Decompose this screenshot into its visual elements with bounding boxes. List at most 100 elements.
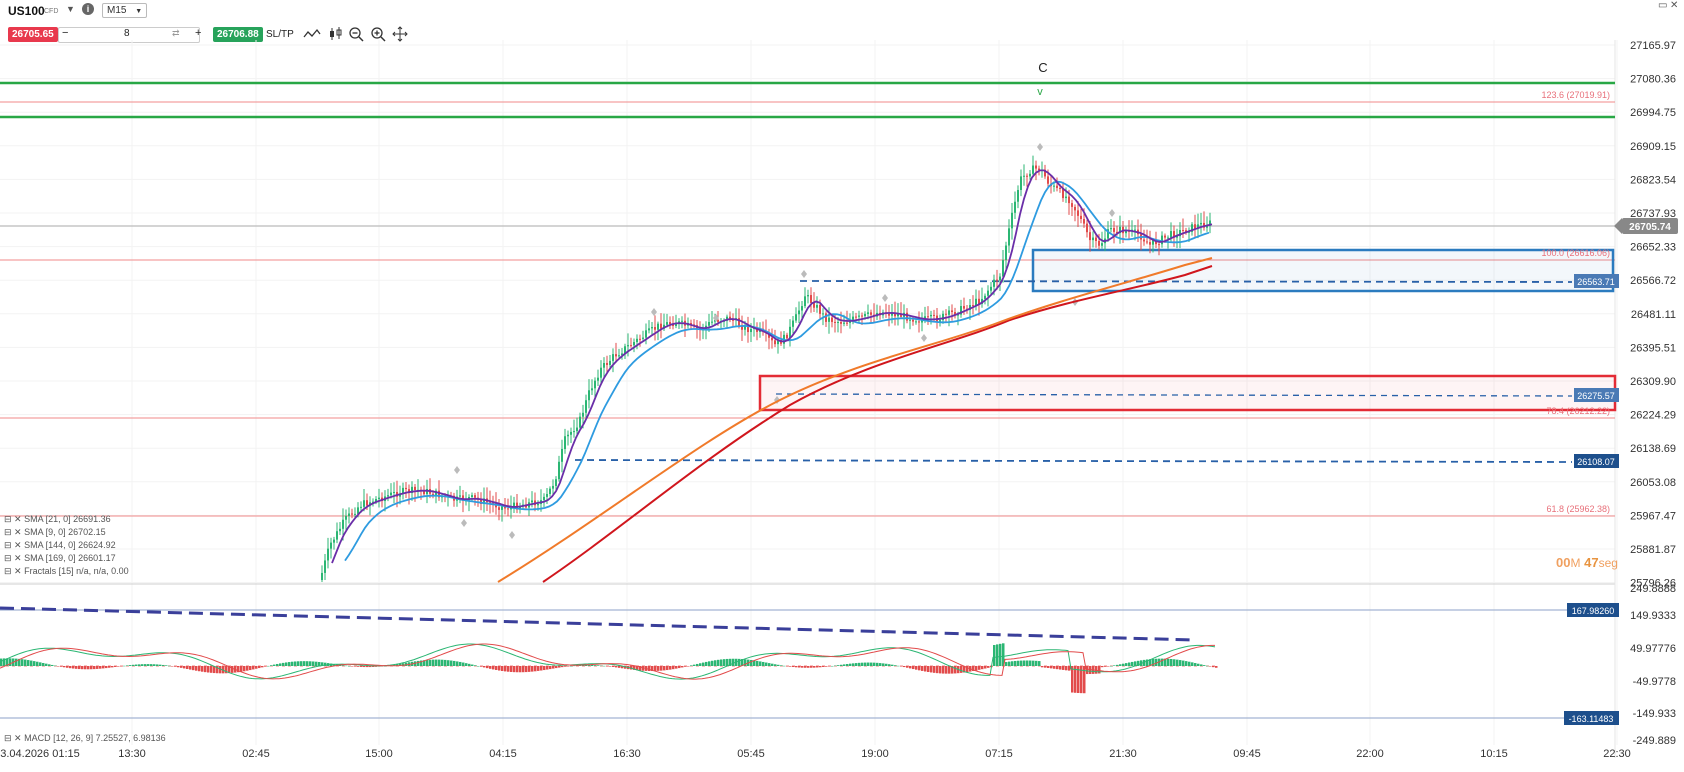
symbol-dropdown-icon[interactable]: ▼ — [66, 4, 75, 14]
indicator-sma144-label[interactable]: ⊟ ✕ SMA [144, 0] 26624.92 — [4, 540, 116, 550]
crosshair-move-icon[interactable] — [392, 26, 410, 42]
fractal-marker — [713, 314, 719, 322]
macd-histogram-bar — [1053, 666, 1056, 669]
wave-label-c[interactable]: C — [1038, 60, 1047, 75]
macd-histogram-bar — [357, 666, 360, 667]
timeframe-select[interactable]: M15 ▼ — [102, 3, 148, 18]
candle-body — [573, 431, 575, 433]
macd-histogram-bar — [282, 662, 285, 666]
sell-button[interactable]: 26705.65 — [8, 27, 58, 42]
candle-body — [513, 502, 515, 507]
macd-histogram-bar — [822, 666, 825, 667]
macd-histogram-bar — [762, 661, 765, 666]
candlestick-icon[interactable] — [328, 26, 346, 42]
macd-histogram-bar — [540, 666, 543, 671]
zoom-in-icon[interactable] — [370, 26, 388, 42]
blue-zone-rectangle[interactable] — [1031, 248, 1615, 293]
time-tick-label: 22:30 — [1603, 748, 1631, 760]
time-tick-label: 05:45 — [737, 748, 765, 760]
info-icon[interactable]: i — [82, 3, 94, 15]
level-line-26275[interactable] — [775, 393, 1573, 397]
swap-icon[interactable]: ⇄ — [172, 28, 180, 38]
red-zone-rectangle[interactable] — [758, 374, 1617, 412]
increase-quantity-button[interactable]: + — [195, 27, 202, 39]
macd-histogram-bar — [57, 666, 60, 667]
indicator-sma9-label[interactable]: ⊟ ✕ SMA [9, 0] 26702.15 — [4, 527, 106, 537]
indicator-fractals-label[interactable]: ⊟ ✕ Fractals [15] n/a, n/a, 0.00 — [4, 566, 129, 576]
macd-histogram-bar — [828, 666, 831, 667]
macd-histogram-bar — [45, 663, 48, 666]
candle-body — [393, 491, 395, 493]
toolbar-trade: 26705.65 − 8 ⇄ + 26706.88 SL/TP — [0, 26, 1684, 46]
quantity-input[interactable]: 8 — [124, 28, 130, 39]
macd-histogram-bar — [1128, 662, 1131, 666]
decrease-quantity-button[interactable]: − — [62, 27, 69, 39]
minimize-window-icon[interactable]: ▭ — [1658, 0, 1668, 11]
zoom-out-icon[interactable] — [348, 26, 366, 42]
close-window-icon[interactable]: ✕ — [1670, 0, 1679, 11]
candle-body — [840, 321, 842, 324]
level-line-26108[interactable] — [574, 459, 1573, 463]
price-tick-label: 26138.69 — [1630, 443, 1676, 455]
time-tick-label: 21:30 — [1109, 748, 1137, 760]
macd-histogram-bar — [285, 662, 288, 666]
line-chart-icon[interactable] — [303, 26, 321, 42]
macd-histogram-bar — [453, 660, 456, 666]
macd-histogram-bar — [324, 662, 327, 666]
macd-histogram-bar — [894, 665, 897, 666]
quantity-stepper[interactable] — [58, 27, 200, 43]
sma-169-line[interactable] — [542, 265, 1213, 583]
macd-histogram-bar — [543, 666, 546, 671]
candle-body — [582, 412, 584, 417]
macd-histogram-bar — [90, 666, 93, 670]
macd-histogram-bar — [579, 665, 582, 666]
candle-body — [1176, 236, 1178, 238]
buy-button[interactable]: 26706.88 — [213, 27, 263, 42]
macd-histogram-bar — [675, 666, 678, 669]
candle-body — [954, 312, 956, 315]
indicator-sma21-label[interactable]: ⊟ ✕ SMA [21, 0] 26691.36 — [4, 514, 111, 524]
macd-histogram-bar — [843, 664, 846, 666]
level-line-26563[interactable] — [799, 280, 1573, 283]
macd-histogram-bar — [240, 666, 243, 672]
candle-body — [612, 354, 614, 361]
macd-histogram-bar — [546, 666, 549, 670]
macd-histogram-bar — [1014, 660, 1017, 666]
macd-histogram-bar — [1197, 663, 1200, 666]
symbol-name[interactable]: US100 — [8, 4, 45, 18]
macd-histogram-bar — [267, 665, 270, 667]
macd-histogram-bar — [537, 666, 540, 671]
time-tick-label: 15:00 — [365, 748, 393, 760]
candle-body — [852, 316, 854, 320]
candle-body — [1209, 220, 1211, 226]
candle-body — [405, 487, 407, 490]
candle-body — [831, 317, 833, 322]
macd-histogram-bar — [42, 662, 45, 666]
sma-144-line[interactable] — [497, 257, 1213, 583]
macd-histogram-bar — [837, 665, 840, 666]
macd-histogram-bar — [825, 666, 828, 667]
macd-histogram-bar — [699, 663, 702, 666]
indicator-macd-label[interactable]: ⊟ ✕ MACD [12, 26, 9] 7.25527, 6.98136 — [4, 733, 166, 743]
sma-21-line[interactable] — [344, 180, 1210, 562]
macd-trend-line[interactable] — [0, 606, 1197, 642]
candle-body — [1113, 228, 1115, 232]
sma-9-line[interactable] — [331, 169, 1213, 564]
time-tick-label: 13:30 — [118, 748, 146, 760]
macd-histogram-bar — [291, 661, 294, 666]
candle-body — [1077, 210, 1079, 216]
candle-body — [1107, 229, 1109, 239]
time-tick-label: 22:00 — [1356, 748, 1384, 760]
macd-histogram-bar — [783, 665, 786, 667]
sltp-button[interactable]: SL/TP — [266, 29, 294, 40]
macd-histogram-bar — [258, 666, 261, 669]
macd-histogram-bar — [996, 644, 999, 666]
candle-body — [1185, 230, 1187, 233]
macd-histogram-bar — [30, 660, 33, 666]
macd-histogram-bar — [372, 666, 375, 667]
macd-histogram-bar — [246, 666, 249, 671]
indicator-sma169-label[interactable]: ⊟ ✕ SMA [169, 0] 26601.17 — [4, 553, 116, 563]
candle-body — [807, 295, 809, 297]
macd-histogram-bar — [255, 666, 258, 669]
